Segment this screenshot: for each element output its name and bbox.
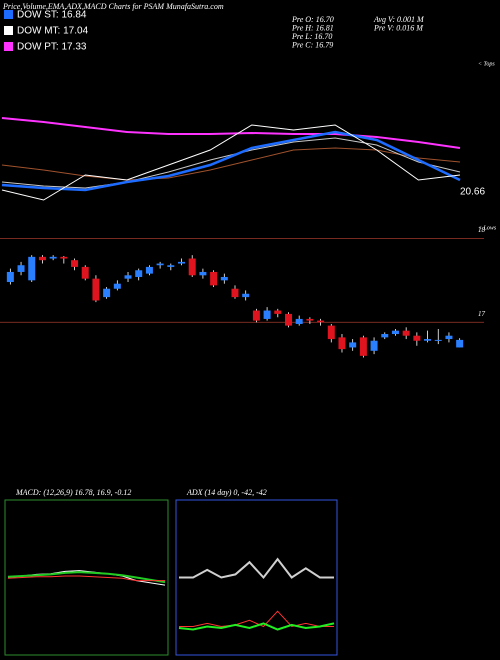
- candle-body: [167, 265, 175, 267]
- candle-body: [349, 342, 357, 348]
- stat: Pre H: 16.81: [291, 23, 334, 32]
- y-tick-label: 17: [478, 310, 486, 318]
- series-line: [1, 130, 461, 192]
- pane-border: [175, 499, 338, 656]
- series-line: [1, 124, 461, 201]
- stat: Avg V: 0.001 M: [373, 15, 425, 24]
- candle-body: [199, 271, 207, 276]
- note: < Lows: [478, 225, 497, 231]
- candle-body: [113, 283, 121, 289]
- candle-body: [370, 340, 378, 351]
- candle-body: [178, 261, 186, 264]
- candle-body: [103, 288, 111, 298]
- candle-body: [145, 266, 153, 274]
- stat: Pre V: 0.016 M: [373, 23, 424, 32]
- candle-body: [306, 318, 314, 321]
- stat: Pre L: 16.70: [291, 32, 332, 41]
- candle-body: [49, 256, 57, 259]
- candle-body: [359, 337, 367, 356]
- series-line: [1, 137, 461, 189]
- legend-label: DOW ST: 16.84: [17, 10, 87, 21]
- chart-title: Price,Volume,EMA,ADX,MACD Charts for PSA…: [2, 2, 224, 11]
- series-line: [178, 622, 335, 631]
- candle-body: [424, 339, 432, 341]
- candle-body: [81, 266, 89, 279]
- stat: Pre C: 16.79: [291, 40, 333, 49]
- series-line: [1, 147, 461, 181]
- note: < Tops: [478, 61, 495, 67]
- legend-label: DOW PT: 17.33: [17, 42, 87, 53]
- candle-body: [252, 310, 260, 321]
- candle-body: [242, 293, 250, 298]
- series-line: [179, 610, 334, 628]
- pane-border: [4, 499, 169, 656]
- candle-body: [220, 276, 228, 281]
- candle-body: [434, 339, 442, 341]
- stat: Pre O: 16.70: [291, 15, 334, 24]
- candle-body: [327, 325, 335, 340]
- candle-body: [456, 339, 464, 348]
- candle-body: [338, 337, 346, 350]
- candle-body: [317, 320, 325, 323]
- candle-body: [413, 335, 421, 341]
- candle-body: [6, 271, 14, 283]
- series-line: [1, 117, 461, 149]
- candle-body: [92, 278, 100, 301]
- y-tick-label: 18: [478, 226, 486, 234]
- candle-body: [28, 256, 36, 281]
- last-label: 20.66: [460, 187, 485, 198]
- candle-body: [391, 330, 399, 335]
- legend-label: DOW MT: 17.04: [17, 26, 89, 37]
- candle-body: [124, 275, 132, 279]
- candle-body: [231, 288, 239, 298]
- candle-body: [295, 318, 303, 324]
- candle-body: [135, 270, 143, 277]
- candle-body: [60, 256, 68, 259]
- series-line: [7, 571, 166, 584]
- candle-body: [188, 258, 196, 276]
- candle-body: [284, 313, 292, 326]
- candle-body: [445, 335, 453, 340]
- candle-body: [210, 271, 218, 286]
- legend-swatch: [4, 26, 13, 35]
- pane-title: MACD: (12,26,9) 16.78, 16.9, -0.12: [15, 488, 131, 497]
- legend-swatch: [4, 10, 13, 19]
- candle-body: [381, 334, 389, 338]
- pane-title: ADX (14 day) 0, -42, -42: [186, 488, 267, 497]
- candle-body: [38, 256, 46, 261]
- candle-body: [263, 310, 271, 319]
- candle-body: [71, 260, 79, 267]
- candle-body: [274, 310, 282, 314]
- candle-body: [402, 330, 410, 336]
- series-line: [179, 557, 334, 580]
- legend-swatch: [4, 42, 13, 51]
- series-line: [7, 575, 165, 582]
- candle-body: [156, 263, 164, 266]
- candle-body: [17, 265, 25, 272]
